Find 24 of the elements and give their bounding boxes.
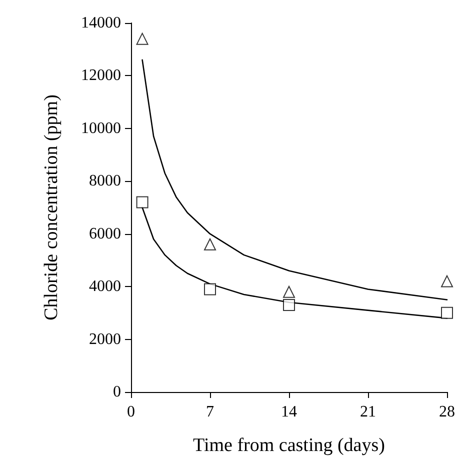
y-axis-title: Chloride concentration (ppm) bbox=[41, 94, 62, 320]
y-tick-label: 6000 bbox=[89, 225, 121, 242]
line-series bbox=[142, 59, 448, 300]
y-tick-label: 4000 bbox=[89, 278, 121, 296]
point bbox=[204, 238, 216, 250]
point bbox=[441, 275, 453, 288]
y-tick-label: 8000 bbox=[89, 172, 121, 190]
point bbox=[283, 286, 295, 298]
y-tick-label: 2000 bbox=[89, 330, 121, 348]
y-tick-label: 0 bbox=[113, 384, 121, 400]
x-axis-title: Time from casting (days) bbox=[193, 435, 385, 456]
point bbox=[283, 299, 295, 312]
point bbox=[441, 306, 453, 319]
point bbox=[136, 32, 148, 45]
point bbox=[136, 196, 148, 208]
point bbox=[204, 283, 216, 296]
y-tick-label: 14000 bbox=[81, 14, 121, 32]
x-tick-label: 7 bbox=[206, 404, 214, 420]
x-tick-label: 14 bbox=[281, 404, 297, 420]
x-tick-label: 0 bbox=[127, 404, 135, 420]
x-tick-label: 21 bbox=[360, 404, 376, 420]
y-tick-label: 12000 bbox=[81, 67, 121, 84]
y-tick-label: 10000 bbox=[81, 120, 121, 137]
x-tick-label: 28 bbox=[439, 404, 455, 420]
